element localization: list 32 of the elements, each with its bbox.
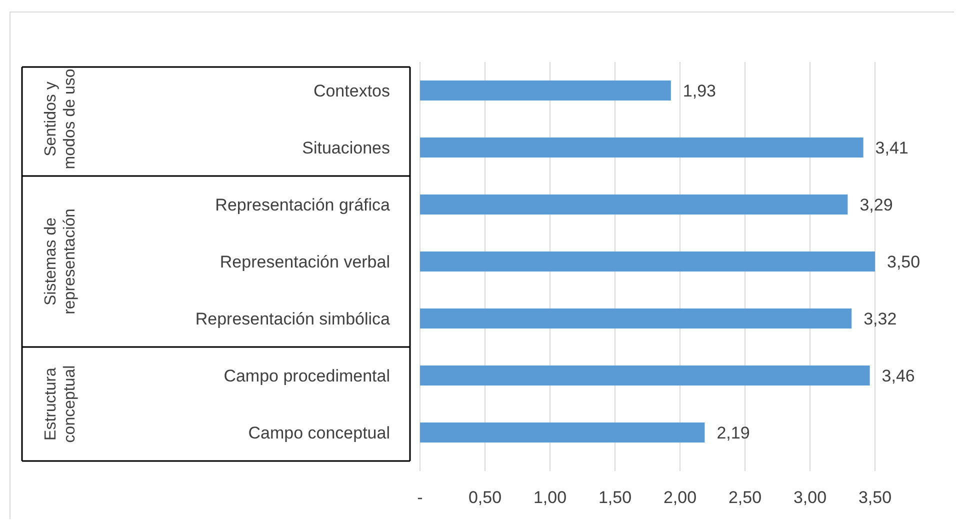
x-tick-label: 0,50: [468, 488, 502, 507]
x-tick-label: -: [417, 488, 423, 507]
data-label: 3,46: [882, 366, 915, 386]
data-label: 3,29: [860, 196, 893, 214]
y-tick-label: Situaciones: [302, 138, 390, 158]
data-label: 2,19: [716, 424, 750, 442]
data-label: 1,93: [682, 82, 716, 100]
y-tick-label: Campo conceptual: [248, 424, 390, 442]
data-label: 3,50: [887, 252, 920, 272]
x-tick-label: 2,00: [663, 488, 697, 507]
x-tick-label: 3,50: [858, 488, 892, 507]
bar: [420, 80, 671, 100]
bar: [420, 308, 852, 328]
x-tick-label: 1,00: [533, 488, 567, 507]
y-tick-label: Contextos: [313, 82, 390, 100]
data-label: 3,32: [864, 310, 897, 328]
y-tick-label: Representación gráfica: [215, 196, 391, 214]
text: Sistemas de representación: [42, 208, 78, 314]
x-tick-label: 3,00: [793, 488, 827, 507]
x-tick-label: 2,50: [728, 488, 762, 507]
bar: [420, 366, 870, 386]
x-tick-label: 1,50: [598, 488, 632, 507]
y-tick-label: Campo procedimental: [224, 366, 390, 386]
data-label: 3,41: [875, 138, 908, 158]
y-tick-label: Representación simbólica: [195, 310, 391, 328]
bar: [420, 194, 848, 214]
text: Estructura conceptual: [42, 365, 78, 443]
text: Sentidos y modos de uso: [42, 68, 78, 170]
bar: [420, 138, 864, 158]
y-tick-label: Representación verbal: [220, 252, 390, 272]
bar: [420, 422, 705, 442]
bar: [420, 252, 875, 272]
